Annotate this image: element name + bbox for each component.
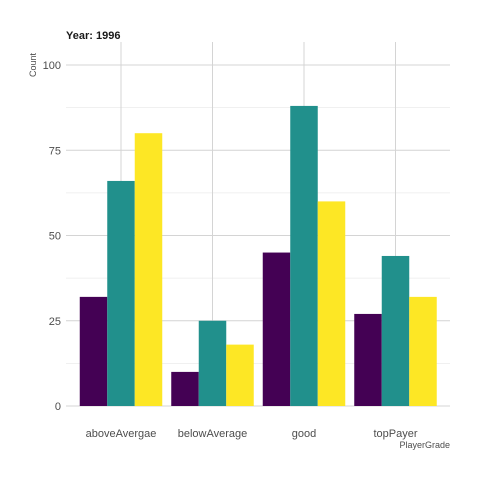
y-tick-label: 75 (49, 145, 61, 157)
y-tick-label: 100 (43, 60, 61, 72)
bar-aboveAvergae-series-3 (134, 133, 163, 406)
bar-good-series-1 (262, 252, 291, 406)
x-tick-label: good (292, 428, 316, 440)
y-tick-label: 0 (55, 401, 61, 413)
bar-topPayer-series-2 (381, 255, 410, 406)
bar-belowAverage-series-1 (171, 371, 199, 406)
x-tick-label: topPayer (373, 428, 417, 440)
y-tick-label: 50 (49, 231, 61, 243)
bars (79, 105, 437, 407)
x-tick-label: aboveAvergae (86, 428, 157, 440)
bar-aboveAvergae-series-2 (107, 180, 135, 406)
y-tick-label: 25 (49, 316, 61, 328)
chart-title: Year: 1996 (66, 30, 120, 42)
x-axis-title: PlayerGrade (399, 440, 450, 450)
bar-aboveAvergae-series-1 (79, 296, 108, 406)
bar-good-series-3 (317, 201, 346, 406)
tick-labels: 0 25 50 75 100 aboveAvergae belowAverage good to… (43, 60, 418, 440)
bar-good-series-2 (290, 105, 318, 407)
bar-belowAverage-series-3 (226, 344, 254, 406)
bar-topPayer-series-1 (354, 313, 382, 406)
bar-topPayer-series-3 (409, 296, 437, 406)
y-axis-title: Count (28, 53, 38, 78)
x-tick-label: belowAverage (178, 428, 248, 440)
bar-belowAverage-series-2 (198, 320, 227, 406)
